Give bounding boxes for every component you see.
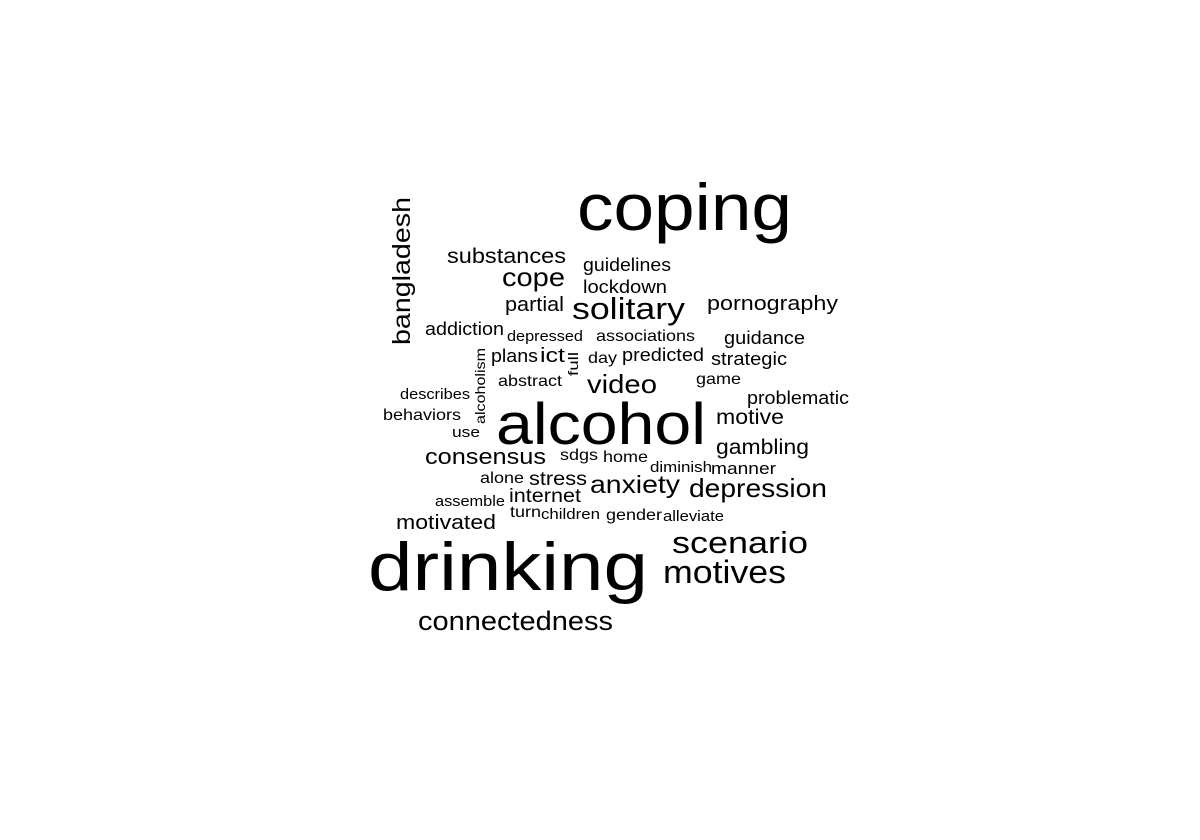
word-partial: partial <box>505 294 564 316</box>
word-plans: plans <box>491 346 538 366</box>
word-bangladesh: bangladesh <box>388 197 416 345</box>
word-diminish: diminish <box>650 459 712 476</box>
word-problematic: problematic <box>747 388 849 408</box>
word-gambling: gambling <box>716 436 809 459</box>
word-solitary: solitary <box>572 291 686 326</box>
word-guidance: guidance <box>724 328 805 348</box>
word-game: game <box>696 371 741 388</box>
word-connectedness: connectedness <box>418 606 613 636</box>
word-use: use <box>452 424 480 441</box>
word-depression: depression <box>689 473 827 503</box>
word-lockdown: lockdown <box>583 277 667 297</box>
word-home: home <box>603 449 648 466</box>
word-day: day <box>588 350 617 367</box>
word-sdgs: sdgs <box>560 447 598 464</box>
word-full: full <box>565 352 581 376</box>
word-strategic: strategic <box>711 349 787 369</box>
word-assemble: assemble <box>435 493 505 510</box>
word-describes: describes <box>400 386 470 403</box>
word-video: video <box>587 369 657 399</box>
word-drinking: drinking <box>368 529 648 605</box>
word-coping: coping <box>577 170 792 244</box>
word-stress: stress <box>529 469 587 490</box>
word-children: children <box>541 506 600 523</box>
word-pornography: pornography <box>707 293 838 315</box>
word-addiction: addiction <box>425 319 504 339</box>
word-guidelines: guidelines <box>583 255 671 275</box>
word-alcohol: alcohol <box>496 392 706 457</box>
word-alcoholism: alcoholism <box>472 348 488 424</box>
word-motives: motives <box>663 554 786 590</box>
word-motivated: motivated <box>396 512 496 534</box>
word-behaviors: behaviors <box>383 407 461 424</box>
word-turn: turn <box>510 504 541 521</box>
word-anxiety: anxiety <box>590 471 681 499</box>
word-manner: manner <box>711 459 776 478</box>
word-gender: gender <box>606 507 663 524</box>
word-substances: substances <box>447 245 566 268</box>
word-ict: ict <box>540 345 566 367</box>
word-predicted: predicted <box>622 345 704 365</box>
word-alone: alone <box>480 470 524 487</box>
word-cope: cope <box>502 262 565 292</box>
word-consensus: consensus <box>425 444 546 469</box>
word-motive: motive <box>716 406 784 429</box>
word-scenario: scenario <box>672 525 808 560</box>
word-associations: associations <box>596 328 695 345</box>
word-abstract: abstract <box>498 373 563 390</box>
word-depressed: depressed <box>507 328 583 345</box>
word-internet: internet <box>509 486 582 507</box>
word-alleviate: alleviate <box>663 508 724 525</box>
